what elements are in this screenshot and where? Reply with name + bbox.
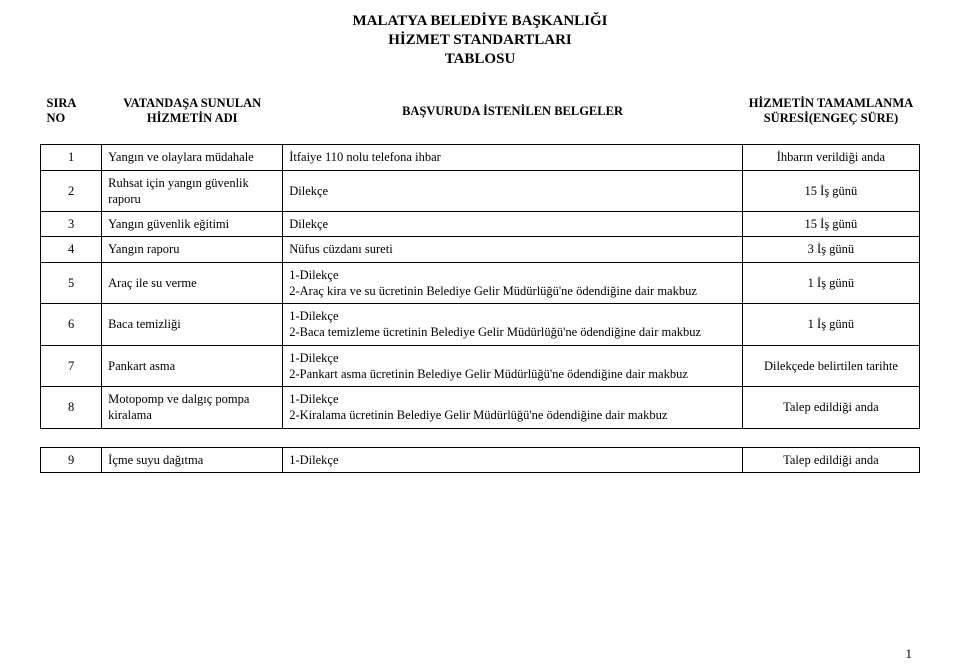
table-spacer: [41, 428, 920, 447]
header-sira-no: SIRA NO: [41, 82, 102, 145]
cell-hizmet: Yangın güvenlik eğitimi: [102, 212, 283, 237]
cell-no: 9: [41, 447, 102, 472]
cell-docs: İtfaiye 110 nolu telefona ihbar: [283, 145, 743, 170]
table-row: 7 Pankart asma 1-Dilekçe2-Pankart asma ü…: [41, 345, 920, 387]
header-hizmet-l2: HİZMETİN ADI: [108, 111, 277, 126]
cell-sure: Talep edildiği anda: [742, 447, 919, 472]
cell-sure: 15 İş günü: [742, 170, 919, 212]
cell-sure: 1 İş günü: [742, 262, 919, 304]
title-line-1: MALATYA BELEDİYE BAŞKANLIĞI: [40, 12, 920, 31]
table-row: 1 Yangın ve olaylara müdahale İtfaiye 11…: [41, 145, 920, 170]
spacer-cell: [41, 428, 102, 447]
cell-hizmet: Baca temizliği: [102, 304, 283, 346]
cell-no: 4: [41, 237, 102, 262]
cell-sure: 15 İş günü: [742, 212, 919, 237]
cell-no: 8: [41, 387, 102, 429]
cell-docs: Dilekçe: [283, 212, 743, 237]
cell-no: 6: [41, 304, 102, 346]
cell-sure: Dilekçede belirtilen tarihte: [742, 345, 919, 387]
cell-hizmet: Motopomp ve dalgıç pompa kiralama: [102, 387, 283, 429]
cell-sure: İhbarın verildiği anda: [742, 145, 919, 170]
cell-hizmet: İçme suyu dağıtma: [102, 447, 283, 472]
header-sure-l1: HİZMETİN TAMAMLANMA: [748, 96, 913, 111]
table-header-row: SIRA NO VATANDAŞA SUNULAN HİZMETİN ADI B…: [41, 82, 920, 145]
table-row: 2 Ruhsat için yangın güvenlik raporu Dil…: [41, 170, 920, 212]
header-hizmet-adi: VATANDAŞA SUNULAN HİZMETİN ADI: [102, 82, 283, 145]
table-row: 9 İçme suyu dağıtma 1-Dilekçe Talep edil…: [41, 447, 920, 472]
header-sure: HİZMETİN TAMAMLANMA SÜRESİ(ENGEÇ SÜRE): [742, 82, 919, 145]
cell-no: 3: [41, 212, 102, 237]
cell-docs: Dilekçe: [283, 170, 743, 212]
cell-hizmet: Pankart asma: [102, 345, 283, 387]
document-page: MALATYA BELEDİYE BAŞKANLIĞI HİZMET STAND…: [0, 0, 960, 672]
table-row: 8 Motopomp ve dalgıç pompa kiralama 1-Di…: [41, 387, 920, 429]
table-row: 5 Araç ile su verme 1-Dilekçe2-Araç kira…: [41, 262, 920, 304]
cell-docs: 1-Dilekçe2-Baca temizleme ücretinin Bele…: [283, 304, 743, 346]
cell-docs: 1-Dilekçe: [283, 447, 743, 472]
header-hizmet-l1: VATANDAŞA SUNULAN: [108, 96, 277, 111]
spacer-cell: [102, 428, 283, 447]
cell-hizmet: Ruhsat için yangın güvenlik raporu: [102, 170, 283, 212]
cell-no: 7: [41, 345, 102, 387]
cell-sure: 3 İş günü: [742, 237, 919, 262]
spacer-cell: [742, 428, 919, 447]
cell-docs: 1-Dilekçe2-Pankart asma ücretinin Beledi…: [283, 345, 743, 387]
title-block: MALATYA BELEDİYE BAŞKANLIĞI HİZMET STAND…: [40, 12, 920, 68]
table-row: 3 Yangın güvenlik eğitimi Dilekçe 15 İş …: [41, 212, 920, 237]
header-sure-l2: SÜRESİ(ENGEÇ SÜRE): [748, 111, 913, 126]
cell-docs: 1-Dilekçe2-Kiralama ücretinin Belediye G…: [283, 387, 743, 429]
cell-no: 2: [41, 170, 102, 212]
title-line-2: HİZMET STANDARTLARI: [40, 31, 920, 50]
table-row: 6 Baca temizliği 1-Dilekçe2-Baca temizle…: [41, 304, 920, 346]
title-line-3: TABLOSU: [40, 50, 920, 69]
table-row: 4 Yangın raporu Nüfus cüzdanı sureti 3 İ…: [41, 237, 920, 262]
spacer-cell: [283, 428, 743, 447]
cell-sure: Talep edildiği anda: [742, 387, 919, 429]
service-standards-table: SIRA NO VATANDAŞA SUNULAN HİZMETİN ADI B…: [40, 82, 920, 473]
page-number: 1: [906, 646, 913, 662]
cell-docs: Nüfus cüzdanı sureti: [283, 237, 743, 262]
header-belgeler: BAŞVURUDA İSTENİLEN BELGELER: [283, 82, 743, 145]
cell-docs: 1-Dilekçe2-Araç kira ve su ücretinin Bel…: [283, 262, 743, 304]
cell-hizmet: Yangın raporu: [102, 237, 283, 262]
cell-no: 5: [41, 262, 102, 304]
cell-hizmet: Yangın ve olaylara müdahale: [102, 145, 283, 170]
cell-hizmet: Araç ile su verme: [102, 262, 283, 304]
cell-sure: 1 İş günü: [742, 304, 919, 346]
cell-no: 1: [41, 145, 102, 170]
